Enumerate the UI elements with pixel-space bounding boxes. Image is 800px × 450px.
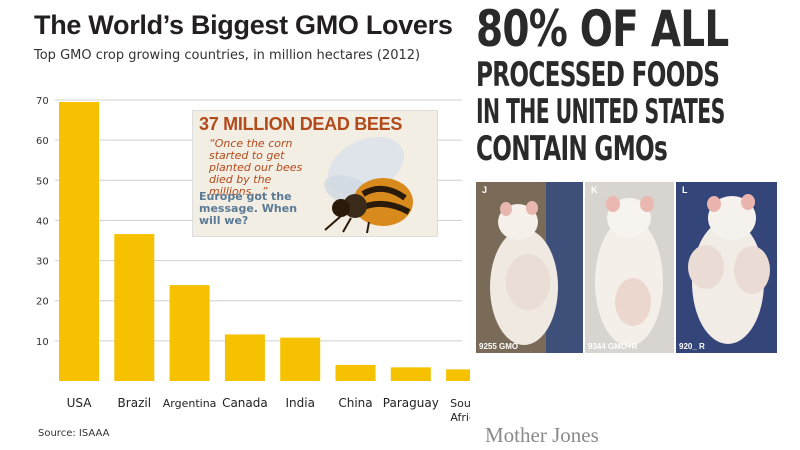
y-tick-label: 60 xyxy=(36,136,49,147)
bar-chart: 10 20 30 40 50 60 70 USA Brazil Argentina Canada In… xyxy=(36,96,470,424)
headline-line-4: CONTAIN GMOs xyxy=(476,129,668,169)
chart-subtitle: Top GMO crop growing countries, in milli… xyxy=(34,48,421,63)
photo-caption: 920_ R xyxy=(679,342,705,351)
bees-title: 37 MILLION DEAD BEES xyxy=(199,114,403,134)
x-tick-label: Canada xyxy=(222,396,268,410)
photo-tag: L xyxy=(682,185,688,195)
bees-quote: “Once the corn started to get planted ou… xyxy=(209,137,303,198)
headline-line-1: 80% OF ALL xyxy=(476,0,729,58)
y-tick-label: 30 xyxy=(36,257,49,268)
rat-photo-j: J 9255 GMO xyxy=(476,182,583,353)
x-tick-label: Argentina xyxy=(163,397,217,410)
y-tick-label: 70 xyxy=(36,96,49,107)
bees-inset: 37 MILLION DEAD BEES “Once the corn star… xyxy=(192,110,438,237)
publisher-logo: Mother Jones xyxy=(485,423,599,447)
photo-caption: 9344 GMO+R xyxy=(588,342,638,351)
bar-paraguay xyxy=(390,367,431,381)
photo-caption: 9255 GMO xyxy=(479,342,519,351)
x-tick-label: Brazil xyxy=(118,396,152,410)
rat-image xyxy=(476,182,583,353)
x-tick-label: SouthAfrica xyxy=(450,397,470,424)
page-title: The World’s Biggest GMO Lovers xyxy=(34,10,453,40)
photo-tag: J xyxy=(482,185,488,195)
y-tick-label: 20 xyxy=(36,297,49,308)
bee-image xyxy=(324,136,413,234)
rat-photo-k: K 9344 GMO+R xyxy=(585,182,674,353)
headline-line-2: PROCESSED FOODS xyxy=(476,55,720,95)
y-tick-label: 10 xyxy=(36,337,49,348)
photo-tag: K xyxy=(591,185,598,195)
bar-south-africa xyxy=(446,369,470,381)
source-note: Source: ISAAA xyxy=(38,428,110,439)
rat-photo-l: L 920_ R xyxy=(676,182,777,353)
bar-canada xyxy=(224,334,265,381)
bar-argentina xyxy=(169,285,210,381)
x-tick-label: Paraguay xyxy=(383,396,439,410)
x-tick-label: India xyxy=(285,396,314,410)
rat-image xyxy=(585,182,674,353)
bar-usa xyxy=(59,102,99,381)
headline-line-3: IN THE UNITED STATES xyxy=(476,92,725,132)
headline: 80% OF ALL PROCESSED FOODS IN THE UNITED… xyxy=(476,4,796,166)
x-tick-label: China xyxy=(338,396,372,410)
bees-subtext: Europe got the message. When will we? xyxy=(199,190,298,227)
bar-india xyxy=(280,337,321,381)
rat-image xyxy=(676,182,777,353)
x-tick-label: USA xyxy=(67,396,93,410)
bar-brazil xyxy=(114,234,155,381)
bar-china xyxy=(335,364,376,381)
y-tick-label: 40 xyxy=(36,216,49,227)
y-tick-label: 50 xyxy=(36,176,49,187)
